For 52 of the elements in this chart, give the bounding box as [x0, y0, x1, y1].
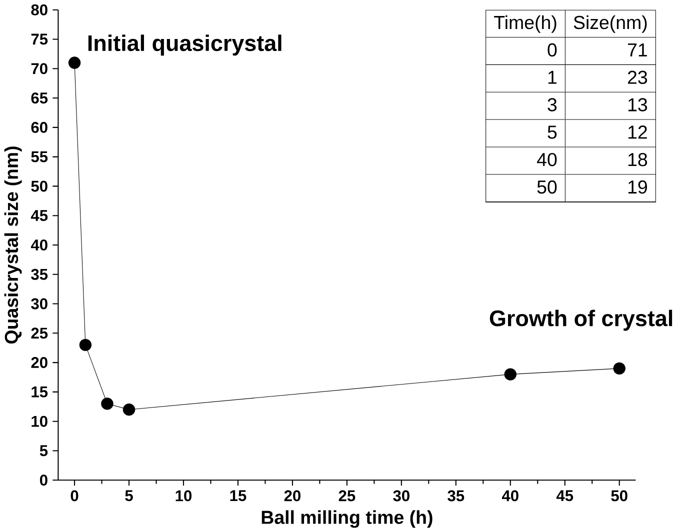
annotation: Size(nm) — [574, 15, 647, 33]
y-tick-label: 15 — [32, 386, 48, 398]
annotation: 0 — [548, 43, 557, 56]
y-tick-label: 70 — [31, 63, 48, 74]
y-tick-label: 75 — [31, 34, 48, 45]
y-tick-label: 60 — [31, 122, 48, 133]
point — [79, 338, 92, 351]
point — [101, 398, 114, 410]
y-tick-label: 5 — [40, 445, 48, 456]
x-axis-title: Ball milling time (h) — [262, 510, 432, 528]
x-tick-label: 20 — [284, 490, 300, 502]
x-tick-label: 30 — [393, 490, 410, 502]
y-tick-label: 20 — [31, 356, 48, 368]
annotation: 13 — [628, 98, 648, 112]
annotation: 50 — [537, 180, 557, 194]
annotation: Initial quasicrystal — [88, 34, 282, 56]
x-tick-label: 0 — [70, 490, 78, 502]
annotation: 18 — [628, 152, 648, 166]
y-tick-label: 50 — [31, 180, 48, 192]
y-axis-title: Quasicrystal size (nm) — [4, 146, 22, 344]
annotation: 1 — [548, 70, 556, 84]
y-tick-label: 45 — [30, 210, 48, 221]
annotation: 5 — [548, 126, 557, 139]
y-tick-label: 30 — [31, 298, 48, 310]
point — [122, 403, 136, 416]
annotation: Time(h) — [494, 15, 556, 33]
y-tick-label: 65 — [31, 92, 48, 104]
annotation: 23 — [628, 70, 648, 84]
x-tick-label: 5 — [125, 490, 133, 502]
y-tick-label: 55 — [31, 151, 48, 162]
annotation: 40 — [537, 152, 557, 166]
y-tick-label: 35 — [31, 268, 48, 280]
annotation: 19 — [628, 180, 647, 194]
x-tick-label: 25 — [338, 490, 356, 502]
y-tick-label: 40 — [30, 239, 48, 250]
point — [68, 56, 81, 69]
x-tick-label: 40 — [502, 490, 518, 502]
x-tick-label: 15 — [230, 490, 246, 502]
x-tick-label: 45 — [556, 490, 574, 502]
y-tick-label: 25 — [31, 328, 48, 339]
x-tick-label: 35 — [448, 490, 464, 502]
annotation: 3 — [548, 98, 557, 112]
annotation: 71 — [628, 43, 647, 56]
y-tick-label: 10 — [32, 416, 48, 427]
y-tick-label: 80 — [31, 4, 48, 16]
x-tick-label: 10 — [176, 490, 192, 502]
point — [613, 362, 626, 374]
annotation: Growth of crystal — [490, 310, 672, 331]
point — [504, 368, 516, 380]
y-tick-label: 0 — [40, 474, 48, 486]
annotation: 12 — [628, 126, 647, 139]
x-tick-label: 50 — [611, 490, 628, 502]
